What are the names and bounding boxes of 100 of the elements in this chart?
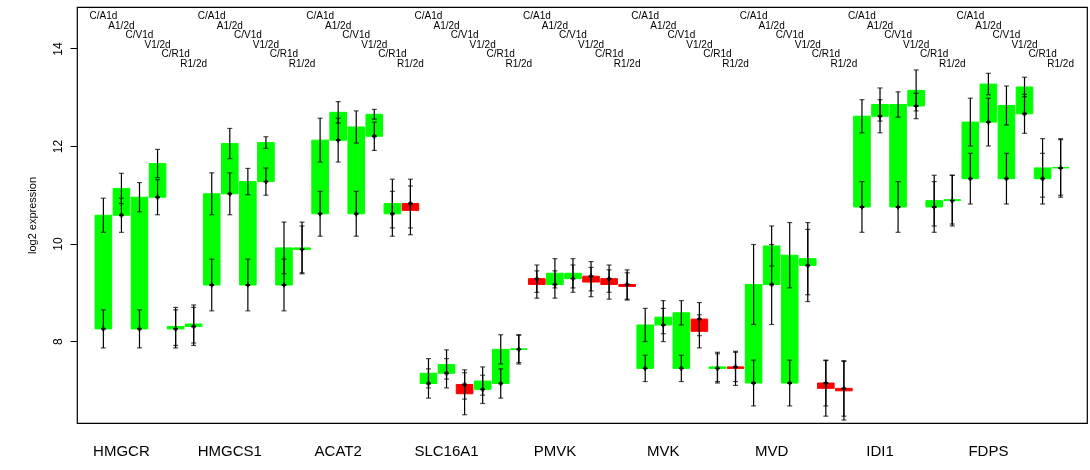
annotation: C/A1d	[414, 10, 443, 21]
annotation: C/V1d	[667, 29, 696, 41]
annotation: C/R1d	[486, 48, 515, 60]
annotation: R1/2d	[830, 58, 858, 69]
annotation: C/V1d	[559, 29, 587, 41]
point	[841, 386, 847, 391]
y-tick-label: 10	[50, 237, 65, 251]
annotation: C/A1d	[848, 10, 876, 21]
annotation: V1/2d	[469, 38, 496, 50]
point	[1022, 111, 1027, 117]
annotation: R1/2d	[397, 58, 424, 69]
annotation: C/V1d	[775, 29, 804, 41]
point	[353, 211, 359, 217]
point	[516, 347, 522, 352]
point	[155, 194, 160, 200]
annotation: C/V1d	[450, 29, 479, 41]
annotation: C/A1d	[306, 10, 335, 21]
point	[805, 263, 811, 268]
point	[480, 387, 486, 392]
point	[119, 212, 124, 218]
annotation: C/A1d	[739, 10, 768, 21]
bar	[528, 278, 546, 285]
annotation: A1/2d	[216, 19, 243, 31]
annotation: C/V1d	[342, 29, 371, 41]
point	[1004, 176, 1009, 182]
point	[408, 201, 413, 206]
x-tick-label: HMGCS1	[197, 441, 262, 459]
annotation: C/R1d	[811, 48, 841, 60]
annotation: C/A1d	[89, 10, 118, 21]
point	[787, 380, 793, 386]
annotation: V1/2d	[361, 38, 388, 50]
point	[390, 211, 395, 217]
annotation: V1/2d	[144, 38, 171, 50]
point	[209, 282, 215, 288]
annotation: A1/2d	[433, 19, 460, 31]
annotation: V1/2d	[686, 38, 713, 50]
annotation: A1/2d	[325, 19, 352, 31]
bar	[690, 318, 709, 332]
point	[227, 191, 233, 197]
y-axis-title: log2 expression	[25, 176, 38, 255]
annotation: C/R1d	[269, 48, 299, 60]
point	[769, 282, 774, 287]
annotation: C/V1d	[884, 29, 912, 41]
annotation: C/A1d	[631, 10, 660, 21]
annotation: C/R1d	[703, 48, 732, 60]
x-tick-label: MVD	[754, 441, 789, 459]
x-tick-label: ACAT2	[314, 441, 362, 459]
point	[335, 137, 341, 143]
point	[678, 366, 684, 371]
annotation: R1/2d	[1047, 58, 1074, 69]
annotation: A1/2d	[866, 19, 894, 31]
point	[1058, 165, 1063, 171]
annotation: R1/2d	[288, 58, 316, 69]
annotation: V1/2d	[1011, 38, 1038, 50]
annotation: R1/2d	[505, 58, 533, 69]
point	[191, 324, 197, 329]
annotation: C/R1d	[378, 48, 407, 60]
bar	[401, 203, 420, 211]
annotation: C/R1d	[1028, 48, 1057, 60]
y-tick-label: 12	[50, 139, 65, 154]
annotation: R1/2d	[722, 58, 749, 69]
point	[371, 133, 377, 139]
annotation: A1/2d	[108, 19, 135, 31]
point	[697, 316, 702, 322]
point	[967, 176, 973, 182]
point	[462, 382, 467, 387]
point	[986, 119, 991, 125]
annotation: A1/2d	[541, 19, 568, 31]
point	[263, 179, 269, 184]
point	[173, 326, 178, 332]
annotation: A1/2d	[975, 19, 1002, 31]
point	[877, 113, 883, 119]
annotation: C/A1d	[522, 10, 551, 21]
point	[101, 326, 106, 332]
point	[444, 370, 449, 376]
y-tick-label: 14	[50, 41, 65, 56]
annotation: A1/2d	[758, 19, 785, 31]
x-tick-label: HMGCR	[93, 441, 150, 459]
point	[299, 247, 305, 252]
annotation: C/V1d	[233, 29, 262, 41]
annotation: C/V1d	[125, 29, 154, 41]
point	[317, 211, 323, 217]
annotation: V1/2d	[252, 38, 279, 50]
annotation: V1/2d	[794, 38, 821, 50]
annotation: C/V1d	[992, 29, 1021, 41]
annotation: R1/2d	[938, 58, 966, 69]
x-tick-label: FDPS	[968, 441, 1009, 459]
annotation: V1/2d	[577, 38, 605, 50]
x-tick-label: PMVK	[533, 441, 577, 459]
annotation: C/R1d	[161, 48, 190, 60]
point	[949, 198, 955, 203]
annotation: R1/2d	[180, 58, 208, 69]
bar	[455, 383, 474, 395]
annotation: C/R1d	[920, 48, 949, 60]
annotation: R1/2d	[613, 58, 641, 69]
x-tick-label: IDI1	[866, 441, 894, 459]
point	[1040, 176, 1045, 182]
annotation: C/A1d	[956, 10, 985, 21]
point	[642, 366, 648, 371]
point	[751, 380, 756, 386]
